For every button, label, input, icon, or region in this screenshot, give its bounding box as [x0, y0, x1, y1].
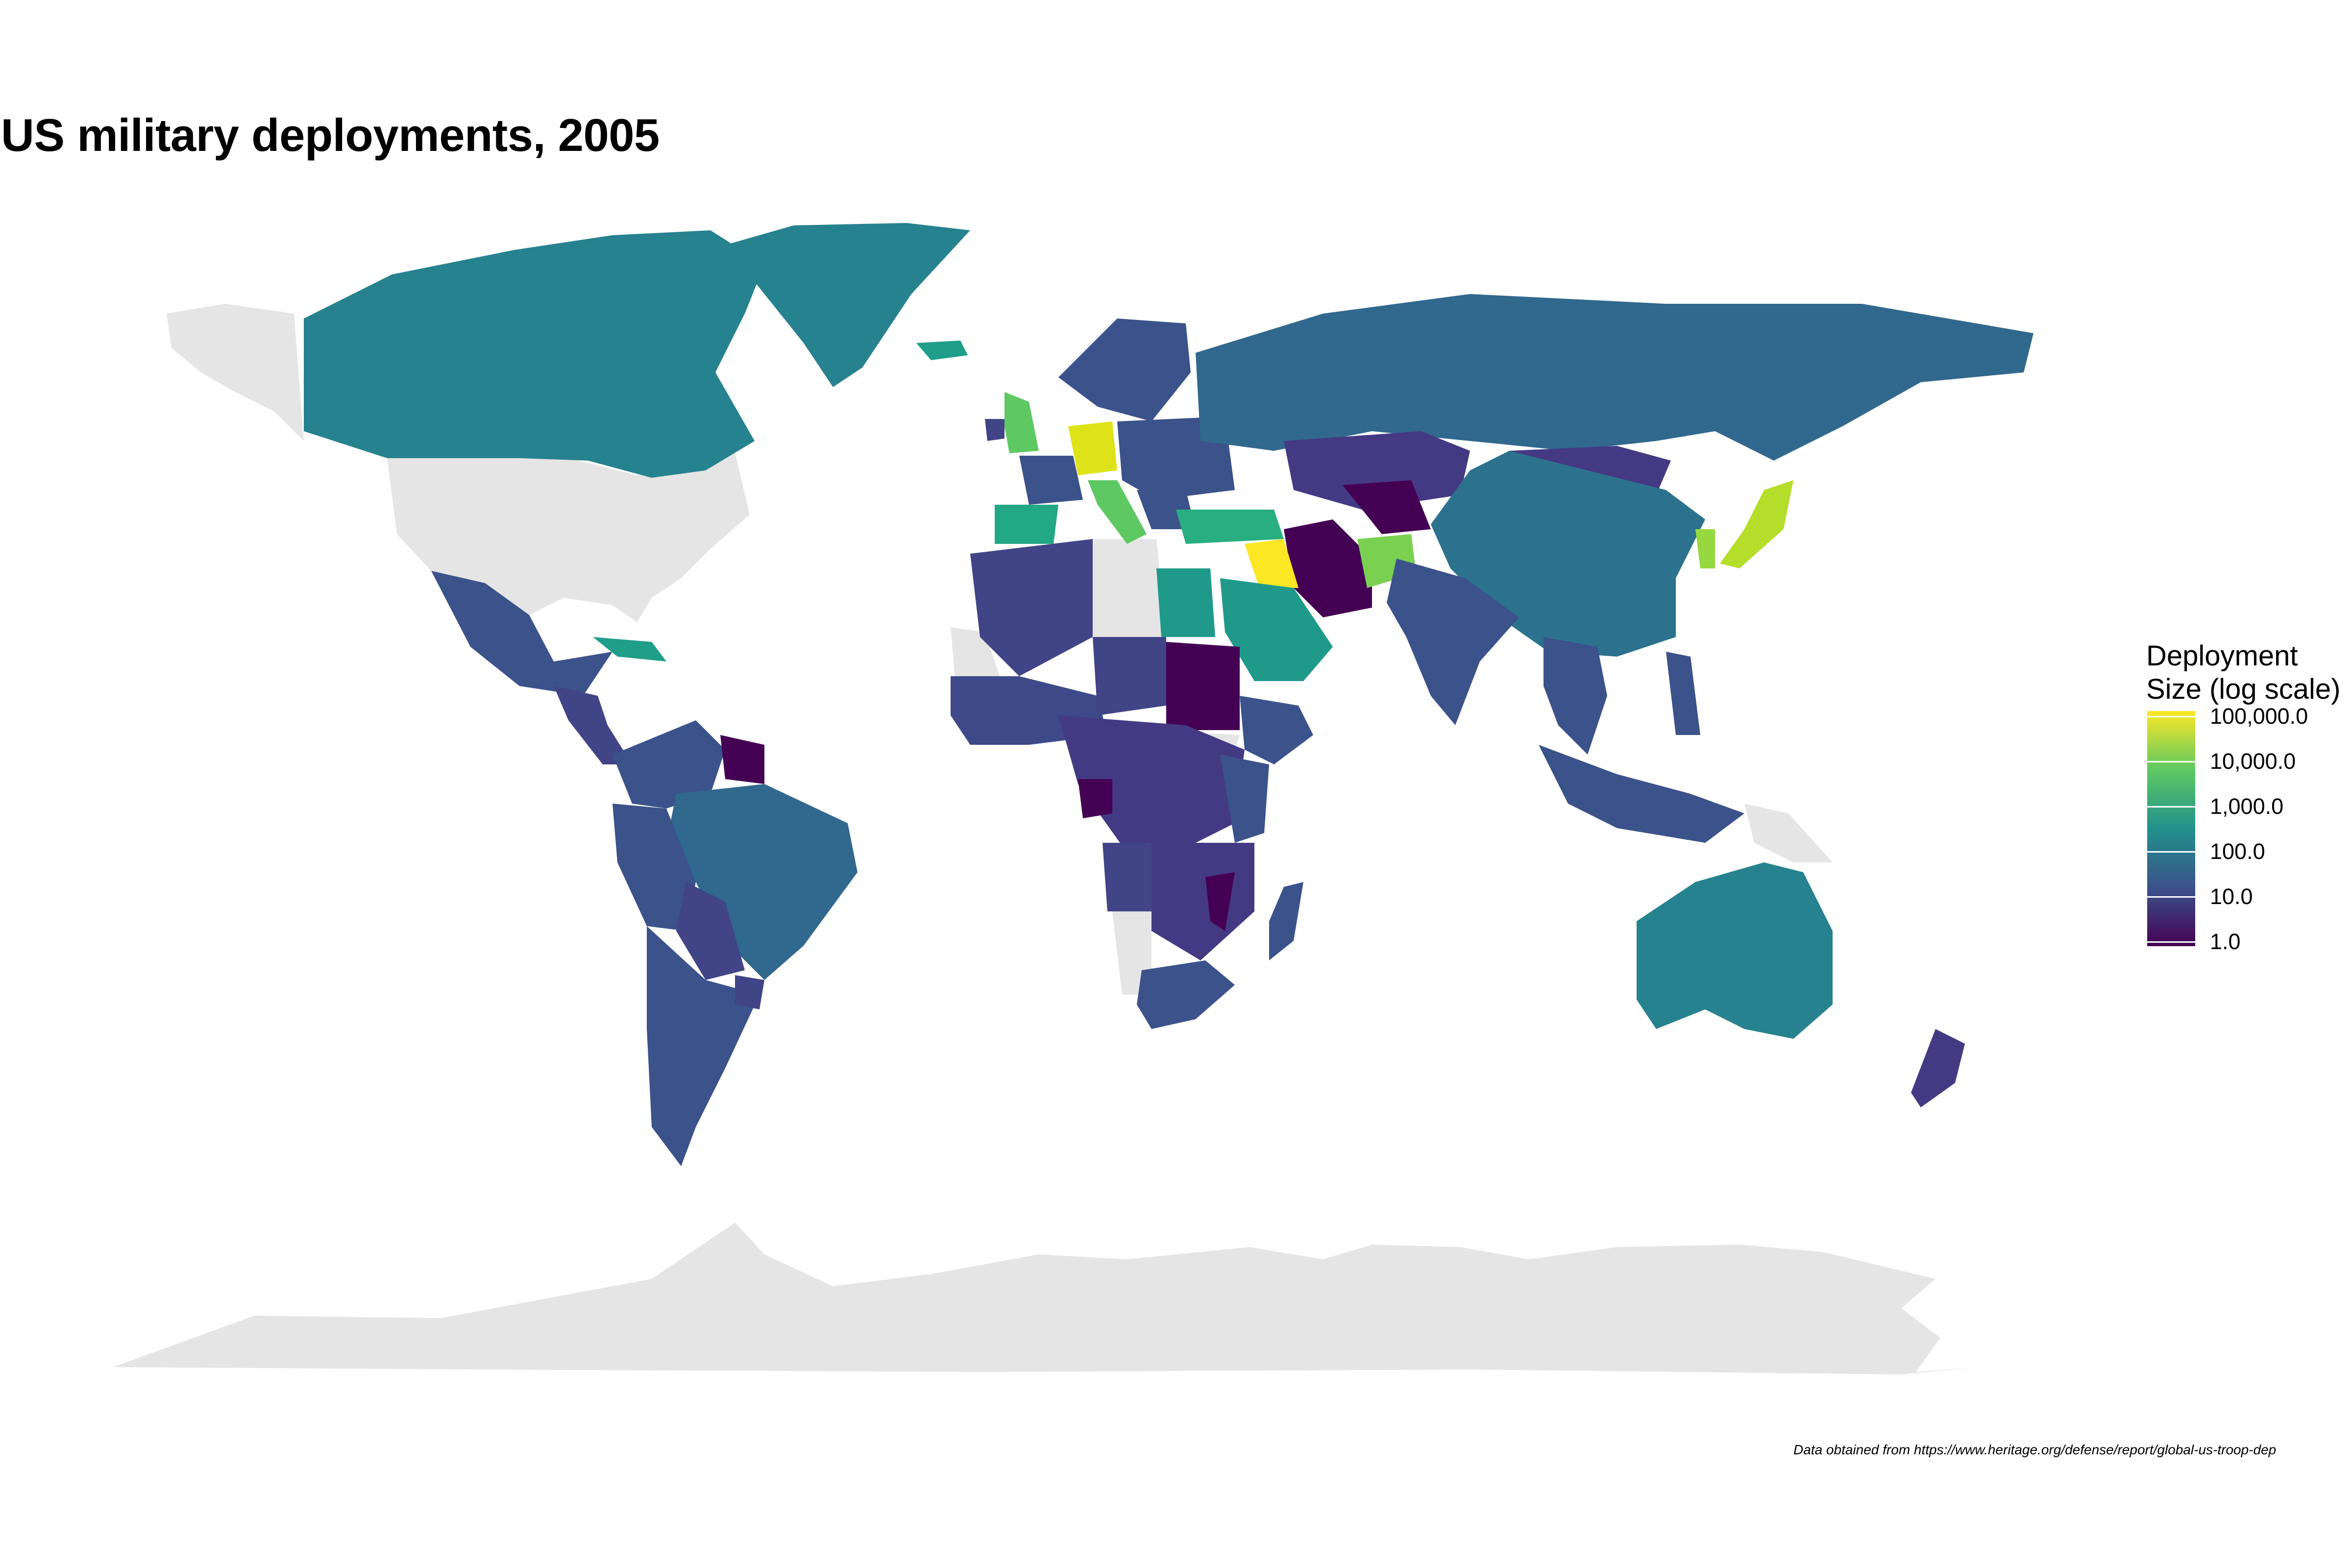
- legend-tick-label: 100,000.0: [2210, 704, 2308, 729]
- region-mozambique: [1205, 872, 1235, 931]
- region-sudan-east: [1166, 642, 1240, 730]
- region-indonesia: [1539, 745, 1744, 843]
- region-canada: [304, 230, 764, 478]
- region-greenland: [725, 223, 970, 387]
- region-ireland: [985, 419, 1004, 441]
- legend-tick-mark: [2147, 716, 2195, 717]
- region-egypt: [1156, 568, 1215, 637]
- legend-tick-mark: [2147, 941, 2195, 943]
- region-bolivia-paraguay: [676, 882, 745, 980]
- region-central-africa: [1058, 715, 1245, 853]
- region-gabon: [1078, 779, 1112, 818]
- region-colombia-venezuela: [612, 720, 725, 808]
- region-italy: [1088, 480, 1147, 544]
- region-libya-algeria: [1093, 539, 1166, 647]
- legend-colorbar: [2147, 711, 2195, 946]
- legend-tick-label: 1.0: [2210, 929, 2241, 954]
- legend-title: Deployment Size (log scale): [2146, 640, 2341, 705]
- region-brazil: [666, 784, 858, 980]
- region-philippines: [1666, 652, 1700, 735]
- region-kazakhstan: [1284, 431, 1470, 510]
- legend-tick-label: 1,000.0: [2210, 794, 2284, 819]
- region-madagascar: [1269, 882, 1303, 960]
- region-spain-portugal: [995, 505, 1058, 544]
- region-scandinavia: [1058, 318, 1191, 421]
- region-uruguay: [735, 975, 764, 1009]
- region-argentina-chile: [647, 926, 760, 1166]
- region-saudi-arabia: [1220, 578, 1333, 681]
- region-central-america: [554, 686, 632, 764]
- region-horn-of-africa: [1240, 696, 1313, 764]
- legend-tick-label: 10,000.0: [2210, 749, 2296, 774]
- region-antarctica: [113, 1223, 1980, 1374]
- region-germany: [1068, 421, 1117, 475]
- region-south-africa: [1137, 960, 1235, 1029]
- region-north-africa: [970, 539, 1093, 676]
- region-mexico: [431, 571, 612, 696]
- region-cuba: [593, 637, 666, 662]
- region-new-zealand: [1911, 1029, 1965, 1107]
- legend-tick-mark: [2147, 806, 2195, 808]
- region-india: [1387, 559, 1519, 725]
- region-central-asia: [1343, 480, 1431, 534]
- region-guianas: [720, 735, 764, 784]
- region-iran: [1284, 519, 1372, 617]
- region-andes: [612, 804, 696, 931]
- region-southern-africa: [1152, 843, 1254, 960]
- region-japan: [1720, 480, 1793, 568]
- region-turkey: [1176, 510, 1284, 544]
- legend-tick-label: 100.0: [2210, 839, 2265, 864]
- region-chad-niger: [1093, 637, 1166, 715]
- legend-tick-mark: [2147, 896, 2195, 898]
- legend-tick-mark: [2147, 851, 2195, 853]
- region-east-africa: [1220, 755, 1269, 843]
- region-angola: [1102, 843, 1156, 911]
- caption: Data obtained from https://www.heritage.…: [1793, 1442, 2277, 1457]
- legend: Deployment Size (log scale) 100,000.0 10…: [2146, 639, 2352, 956]
- legend-tick-mark: [2147, 761, 2195, 762]
- region-korea: [1695, 529, 1715, 568]
- region-russia: [1196, 294, 2034, 461]
- region-france: [1019, 456, 1083, 505]
- plot-title: US military deployments, 2005: [1, 109, 660, 161]
- region-iraq: [1245, 539, 1298, 588]
- region-iceland: [916, 341, 968, 360]
- region-united-states: [387, 453, 750, 622]
- region-australia: [1637, 862, 1833, 1039]
- region-southeast-asia: [1544, 637, 1607, 755]
- legend-tick-label: 10.0: [2210, 884, 2253, 909]
- region-alaska: [167, 304, 304, 441]
- region-papua: [1744, 804, 1833, 862]
- region-uk: [1004, 392, 1039, 453]
